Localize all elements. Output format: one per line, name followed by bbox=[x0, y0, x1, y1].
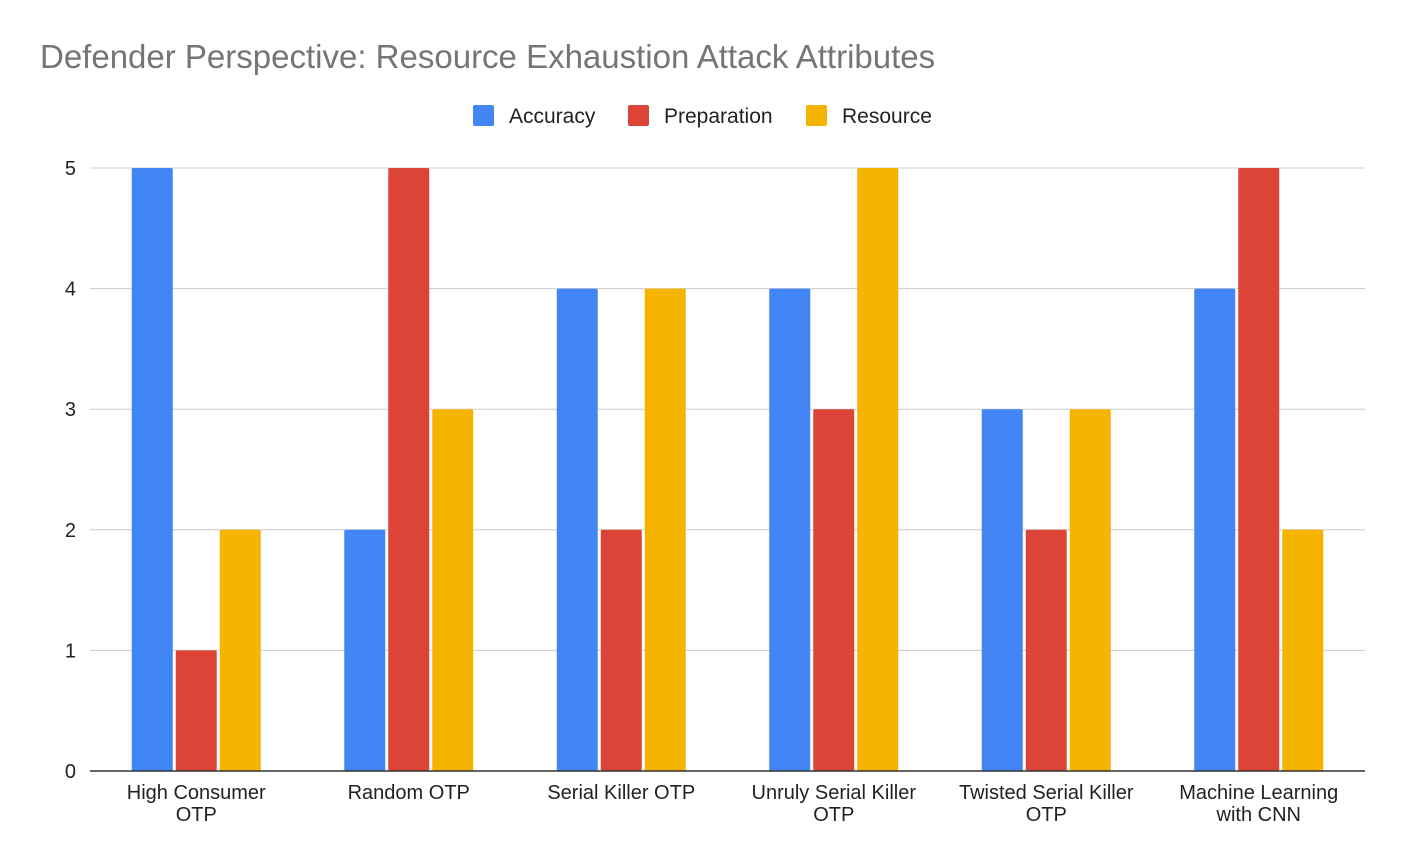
legend-label-accuracy: Accuracy bbox=[509, 105, 596, 128]
x-category-label: OTP bbox=[813, 804, 854, 826]
bar-resource-5 bbox=[1282, 529, 1324, 771]
y-tick-label: 1 bbox=[65, 640, 76, 662]
y-axis-ticks: 0 1 2 3 4 5 bbox=[65, 158, 76, 783]
bar-accuracy-0 bbox=[131, 168, 173, 771]
legend-swatch-accuracy bbox=[473, 105, 494, 126]
legend-label-resource: Resource bbox=[842, 105, 932, 128]
bar-accuracy-1 bbox=[344, 529, 386, 771]
y-tick-label: 4 bbox=[65, 279, 76, 301]
bar-preparation-1 bbox=[388, 168, 430, 771]
x-category-label: OTP bbox=[176, 804, 217, 826]
y-tick-label: 5 bbox=[65, 158, 76, 180]
x-category-label: Serial Killer OTP bbox=[547, 782, 695, 804]
y-tick-label: 0 bbox=[65, 761, 76, 783]
bar-accuracy-4 bbox=[981, 409, 1023, 771]
bar-accuracy-2 bbox=[556, 288, 598, 771]
bar-preparation-5 bbox=[1238, 168, 1280, 771]
x-category-label: High Consumer bbox=[127, 782, 266, 804]
legend-swatch-preparation bbox=[628, 105, 649, 126]
bar-preparation-2 bbox=[600, 529, 642, 771]
chart-title: Defender Perspective: Resource Exhaustio… bbox=[40, 38, 935, 75]
bar-preparation-0 bbox=[175, 650, 217, 771]
y-tick-label: 2 bbox=[65, 520, 76, 542]
bar-resource-1 bbox=[432, 409, 474, 771]
x-category-label: with CNN bbox=[1216, 804, 1301, 826]
bar-resource-0 bbox=[219, 529, 261, 771]
y-tick-label: 3 bbox=[65, 399, 76, 421]
x-category-label: Machine Learning bbox=[1179, 782, 1338, 804]
bar-accuracy-5 bbox=[1194, 288, 1236, 771]
legend: Accuracy Preparation Resource bbox=[473, 105, 932, 128]
bar-resource-4 bbox=[1069, 409, 1111, 771]
bars bbox=[131, 168, 1324, 771]
bar-resource-3 bbox=[857, 168, 899, 771]
x-category-label: Twisted Serial Killer bbox=[959, 782, 1134, 804]
x-category-label: Random OTP bbox=[348, 782, 470, 804]
legend-label-preparation: Preparation bbox=[664, 105, 773, 128]
gridlines bbox=[90, 167, 1365, 651]
x-category-label: OTP bbox=[1026, 804, 1067, 826]
bar-preparation-4 bbox=[1025, 529, 1067, 771]
x-category-label: Unruly Serial Killer bbox=[752, 782, 917, 804]
bar-accuracy-3 bbox=[769, 288, 811, 771]
bar-preparation-3 bbox=[813, 409, 855, 771]
bar-resource-2 bbox=[644, 288, 686, 771]
legend-swatch-resource bbox=[806, 105, 827, 126]
